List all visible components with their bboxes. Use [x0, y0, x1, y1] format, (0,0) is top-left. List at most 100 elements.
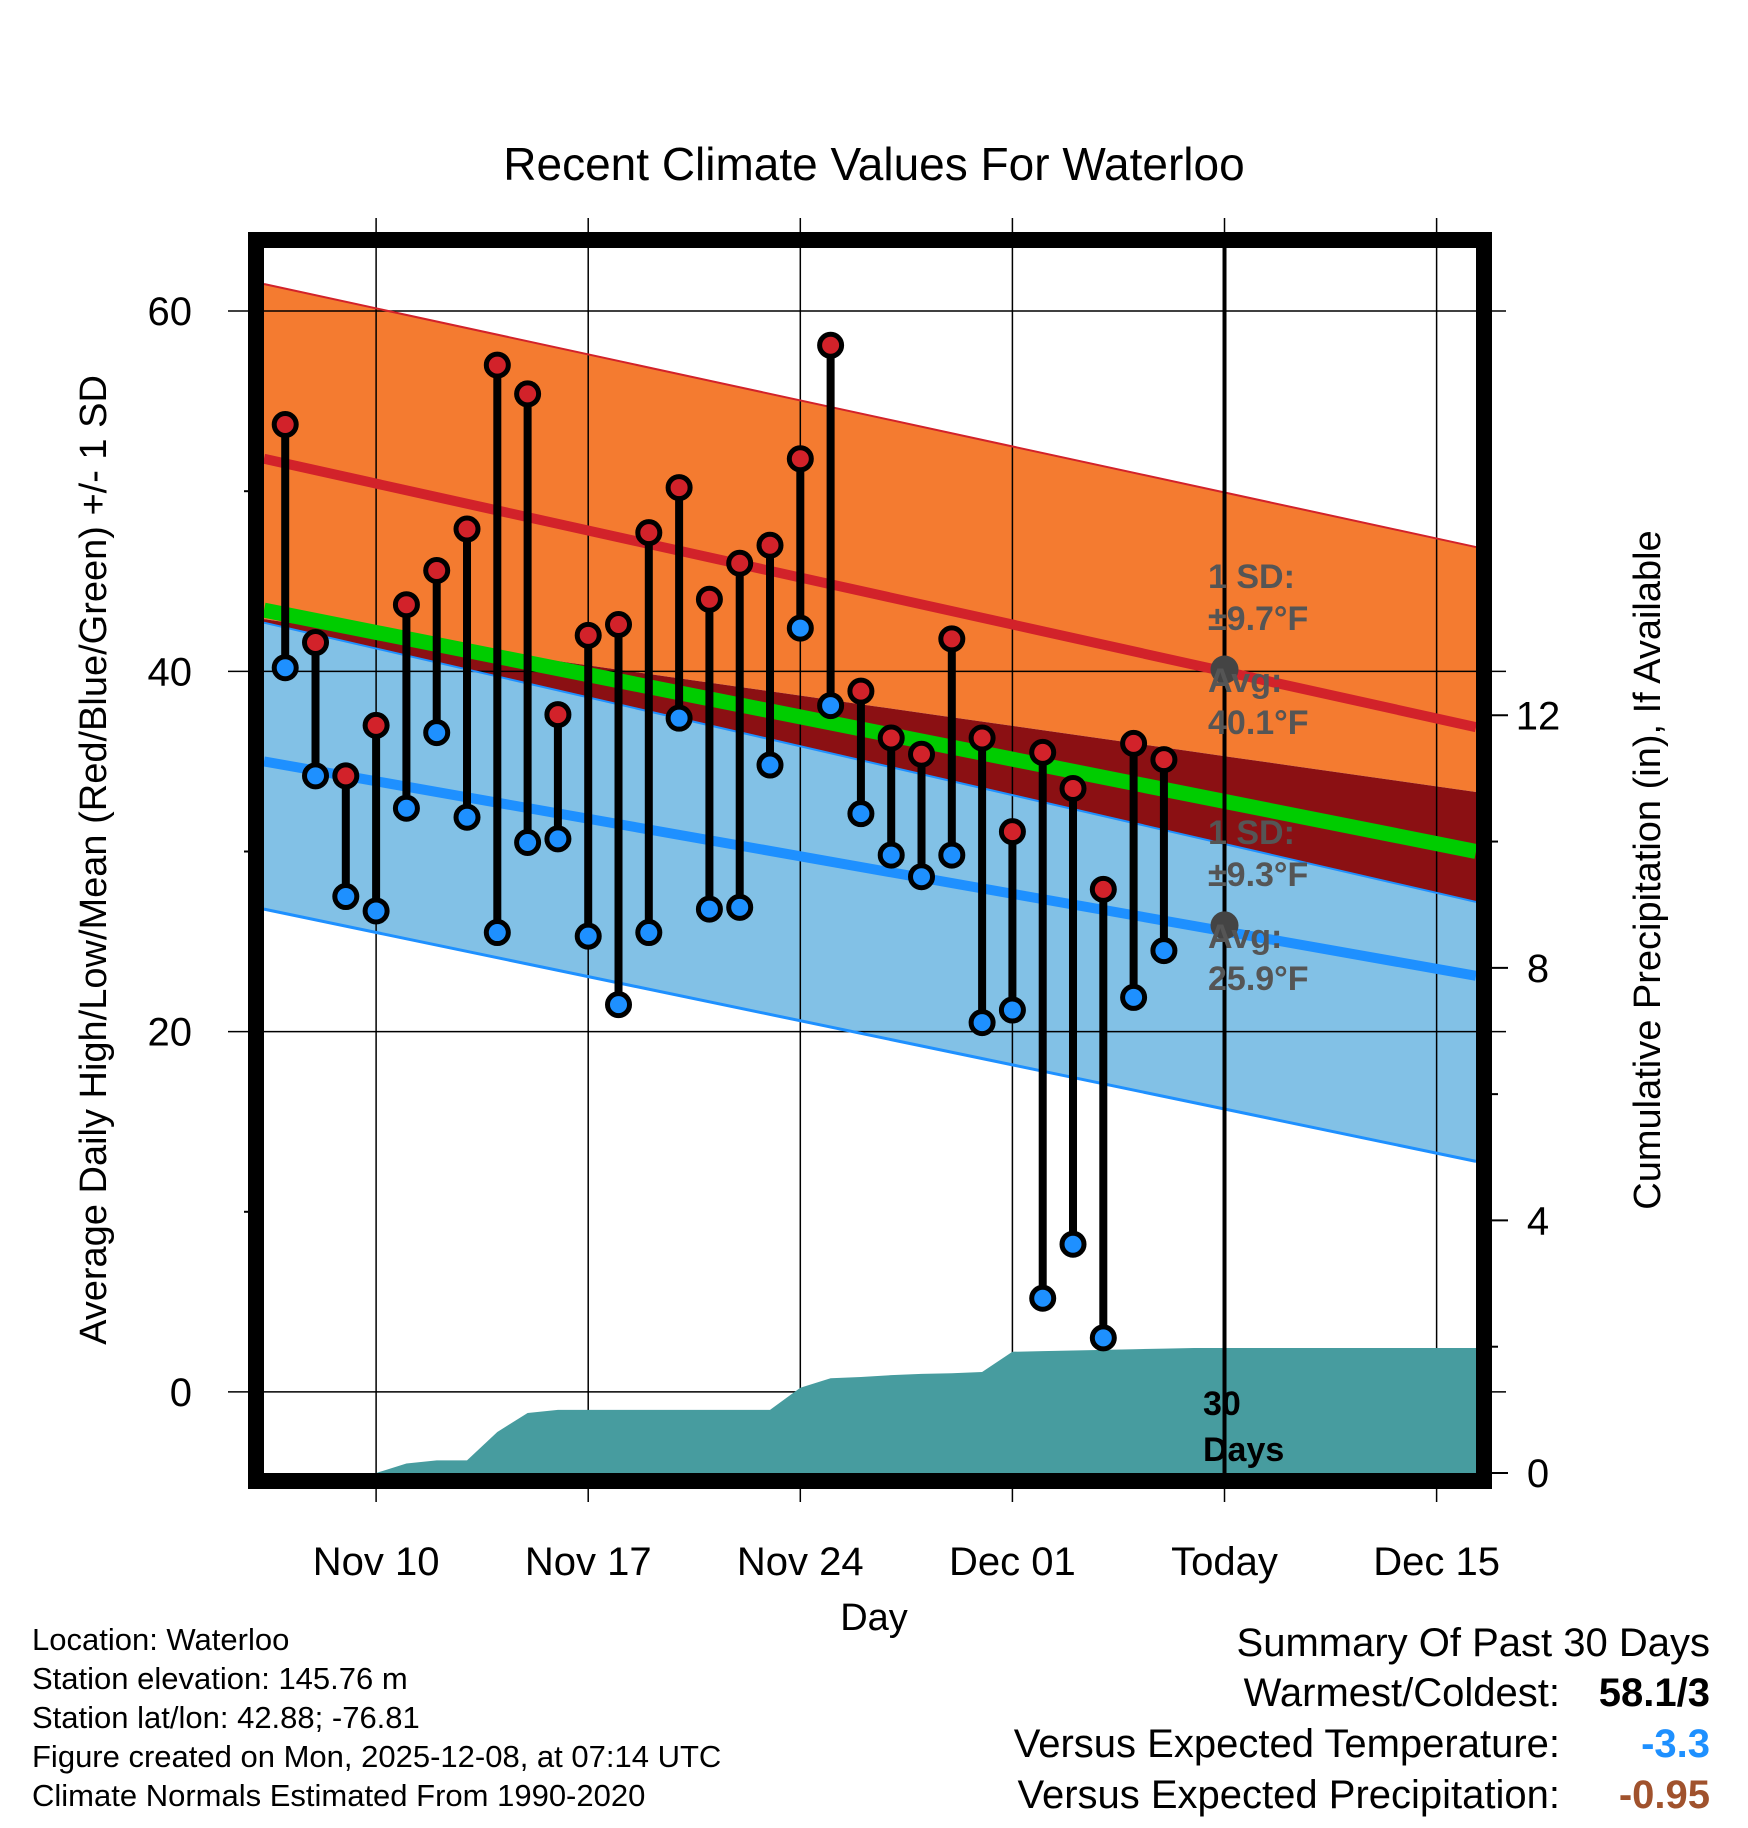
daily-low-point: [726, 893, 754, 921]
daily-high-point: [877, 724, 905, 752]
daily-low-point: [332, 883, 360, 911]
daily-low-point: [938, 841, 966, 869]
daily-low-point: [302, 762, 330, 790]
summary-row-precip: Versus Expected Precipitation: -0.95: [1014, 1770, 1710, 1821]
precip-area: [285, 1347, 1477, 1473]
precip-anomaly-value: -0.95: [1618, 1773, 1710, 1817]
daily-low-point: [392, 794, 420, 822]
days-count: 30: [1203, 1385, 1241, 1423]
daily-high-point: [1089, 875, 1117, 903]
daily-high-point: [423, 556, 451, 584]
daily-high-point: [514, 380, 542, 408]
today-normal-low-marker: [1210, 911, 1239, 940]
daily-low-point: [1150, 937, 1178, 965]
daily-low-point: [968, 1009, 996, 1037]
low-avg-value: 25.9°F: [1208, 960, 1309, 998]
x-axis-label: Day: [840, 1597, 908, 1639]
low-sd-label: 1 SD:: [1208, 814, 1295, 852]
daily-low-point: [1059, 1230, 1087, 1258]
warmest-label: Warmest/Coldest:: [1243, 1671, 1560, 1715]
summary-row-temp: Versus Expected Temperature: -3.3: [1014, 1719, 1710, 1770]
summary-title: Summary Of Past 30 Days: [1236, 1621, 1710, 1665]
daily-high-point: [605, 611, 633, 639]
created-text: Figure created on Mon, 2025-12-08, at 07…: [32, 1739, 722, 1774]
latlon-text: Station lat/lon: 42.88; -76.81: [32, 1700, 420, 1735]
warmest-value: 58.1/3: [1598, 1671, 1710, 1715]
high-avg-label: Avg:: [1208, 662, 1282, 700]
daily-low-point: [453, 803, 481, 831]
y-axis-label-right: Cumulative Precipitation (in), If Availa…: [1627, 530, 1669, 1209]
x-tick-label: Nov 24: [737, 1540, 864, 1584]
daily-low-point: [362, 897, 390, 925]
daily-low-point: [544, 825, 572, 853]
daily-low-point: [1089, 1324, 1117, 1352]
low-sd-value: ±9.3°F: [1208, 856, 1308, 894]
daily-high-point: [998, 818, 1026, 846]
daily-low-point: [1029, 1284, 1057, 1312]
low-sd-band: [264, 622, 1476, 1162]
normal-high-line: [262, 453, 1478, 733]
daily-high-point: [665, 474, 693, 502]
daily-low-point: [817, 692, 845, 720]
daily-low-point: [1120, 983, 1148, 1011]
daily-low-point: [483, 919, 511, 947]
y-right-tick-label: 4: [1527, 1199, 1549, 1243]
daily-low-point: [423, 719, 451, 747]
x-tick-label: Nov 17: [525, 1540, 652, 1584]
daily-high-point: [1029, 738, 1057, 766]
daily-high-point: [847, 677, 875, 705]
daily-high-point: [332, 762, 360, 790]
daily-high-point: [271, 411, 299, 439]
normals-text: Climate Normals Estimated From 1990-2020: [32, 1778, 646, 1813]
y-right-tick-label: 0: [1527, 1452, 1549, 1496]
days-label: Days: [1203, 1431, 1284, 1469]
daily-high-point: [302, 629, 330, 657]
y-right-tick-label: 8: [1527, 947, 1549, 991]
daily-low-point: [877, 841, 905, 869]
daily-high-point: [756, 531, 784, 559]
daily-low-point: [574, 922, 602, 950]
daily-high-point: [362, 711, 390, 739]
daily-high-point: [726, 549, 754, 577]
low-lower-edge: [263, 907, 1477, 1163]
temp-anomaly-value: -3.3: [1641, 1722, 1710, 1766]
y-axis-label-left: Average Daily High/Low/Mean (Red/Blue/Gr…: [73, 375, 115, 1345]
plot-frame: [248, 232, 1492, 1489]
daily-high-point: [1150, 746, 1178, 774]
daily-low-point: [786, 614, 814, 642]
daily-high-point: [695, 585, 723, 613]
summary-row-warmest: Warmest/Coldest: 58.1/3: [1014, 1668, 1710, 1719]
daily-low-point: [998, 996, 1026, 1024]
daily-low-point: [756, 751, 784, 779]
x-tick-label: Nov 10: [313, 1540, 440, 1584]
daily-high-point: [968, 724, 996, 752]
chart-title: Recent Climate Values For Waterloo: [503, 138, 1244, 190]
x-tick-label: Dec 01: [949, 1540, 1076, 1584]
daily-low-point: [514, 828, 542, 856]
daily-high-point: [817, 331, 845, 359]
today-normal-high-marker: [1210, 655, 1239, 684]
daily-low-point: [605, 991, 633, 1019]
summary-panel: Summary Of Past 30 Days Warmest/Coldest:…: [1014, 1618, 1710, 1821]
high-avg-value: 40.1°F: [1208, 704, 1309, 742]
daily-low-point: [665, 704, 693, 732]
daily-high-point: [392, 591, 420, 619]
high-sd-label: 1 SD:: [1208, 558, 1295, 596]
daily-high-point: [938, 625, 966, 653]
precip-anomaly-label: Versus Expected Precipitation:: [1017, 1773, 1560, 1817]
daily-low-point: [847, 800, 875, 828]
high-upper-edge: [263, 283, 1477, 549]
daily-high-point: [544, 701, 572, 729]
high-sd-value: ±9.7°F: [1208, 600, 1308, 638]
x-tick-label: Today: [1171, 1540, 1278, 1584]
daily-high-point: [635, 519, 663, 547]
y-tick-label: 0: [170, 1371, 192, 1415]
location-text: Location: Waterloo: [32, 1622, 290, 1657]
y-tick-label: 20: [148, 1011, 193, 1055]
daily-high-point: [786, 445, 814, 473]
daily-high-point: [908, 740, 936, 768]
daily-low-point: [271, 654, 299, 682]
y-tick-label: 40: [148, 650, 193, 694]
elevation-text: Station elevation: 145.76 m: [32, 1661, 408, 1696]
